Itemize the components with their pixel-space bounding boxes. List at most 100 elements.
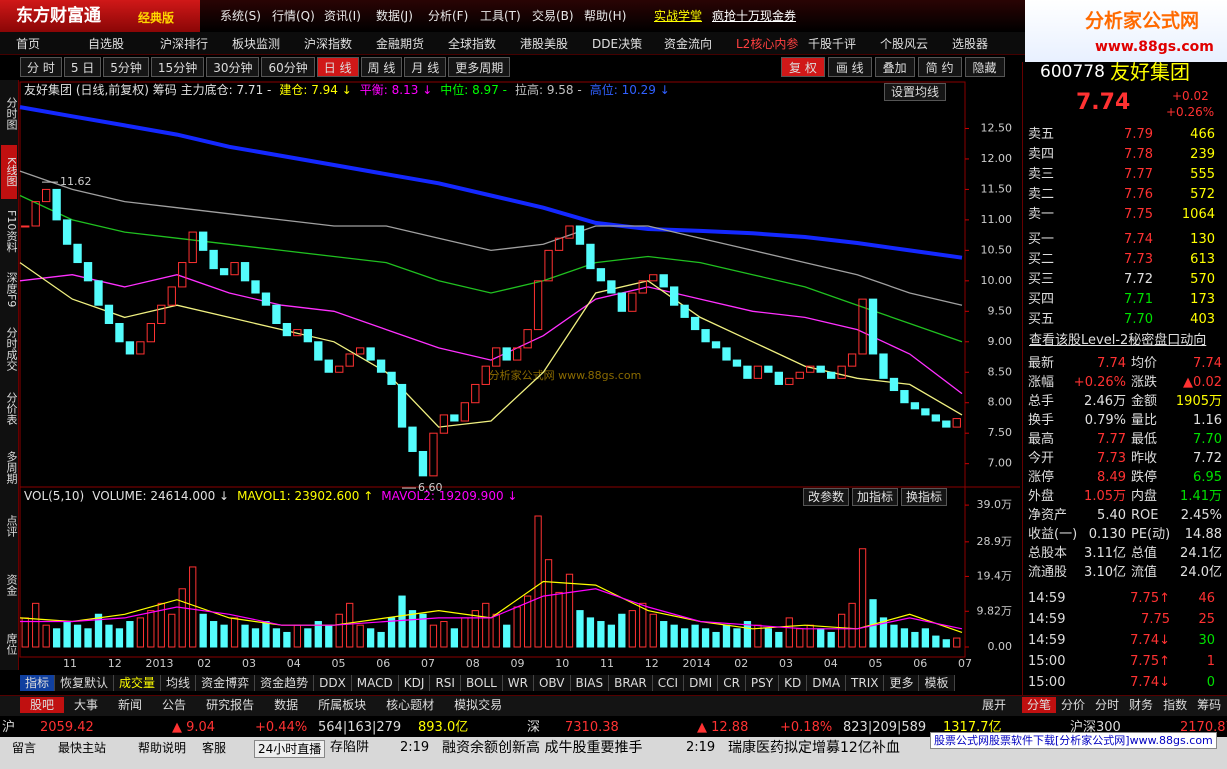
tool-button[interactable]: 复 权 xyxy=(781,57,825,77)
indicator-button[interactable]: 改参数 xyxy=(803,488,850,506)
nav-item[interactable]: 资金流向 xyxy=(664,37,713,51)
indicator-button[interactable]: 加指标 xyxy=(852,488,899,506)
period-button[interactable]: 30分钟 xyxy=(206,57,260,77)
indicator-tab[interactable]: TRIX xyxy=(846,675,885,691)
nav-item[interactable]: 千股千评 xyxy=(808,37,857,51)
tool-button[interactable]: 简 约 xyxy=(917,57,962,77)
promo-link[interactable]: 实战学堂 xyxy=(654,9,703,23)
nav-item[interactable]: 全球指数 xyxy=(448,37,497,51)
right-tab[interactable]: 分笔 xyxy=(1022,697,1057,713)
sidebar-tab[interactable]: 分价表 xyxy=(5,391,18,425)
menu-item[interactable]: 工具(T) xyxy=(480,9,521,23)
right-tab[interactable]: 财务 xyxy=(1129,698,1154,712)
indicator-tab[interactable]: RSI xyxy=(430,675,461,691)
indicator-tab[interactable]: 资金趋势 xyxy=(255,675,315,691)
menu-item[interactable]: 分析(F) xyxy=(428,9,469,23)
indicator-tab[interactable]: 指标 xyxy=(20,675,56,691)
period-button[interactable]: 60分钟 xyxy=(261,57,315,77)
news-item[interactable]: 融资余额创新高 成牛股重要推手 xyxy=(442,740,643,756)
sidebar-tab[interactable]: 分时成交 xyxy=(5,327,18,371)
period-button[interactable]: 周 线 xyxy=(360,57,403,77)
indicator-button[interactable]: 换指标 xyxy=(901,488,948,506)
indicator-tab[interactable]: 均线 xyxy=(161,675,197,691)
indicator-tab[interactable]: BIAS xyxy=(571,675,610,691)
expand-button[interactable]: 展开 xyxy=(982,698,1007,712)
indicator-tab[interactable]: BOLL xyxy=(461,675,503,691)
nav-item[interactable]: 沪深指数 xyxy=(304,37,353,51)
sidebar-tab[interactable]: 席位 xyxy=(5,633,18,655)
level2-link[interactable]: 查看该股Level-2秘密盘口动向 xyxy=(1029,333,1207,348)
bottom-tab[interactable]: 核心题材 xyxy=(386,698,435,712)
indicator-tab[interactable]: KDJ xyxy=(399,675,431,691)
sidebar-tab[interactable]: 点评 xyxy=(5,515,18,537)
sidebar-tab[interactable]: F10资料 xyxy=(5,209,18,253)
indicator-tab[interactable]: KD xyxy=(779,675,808,691)
nav-item[interactable]: 金融期货 xyxy=(376,37,425,51)
indicator-tab[interactable]: PSY xyxy=(746,675,780,691)
tool-button[interactable]: 叠加 xyxy=(874,57,915,77)
indicator-tab[interactable]: CCI xyxy=(653,675,685,691)
set-ma-button[interactable]: 设置均线 xyxy=(884,83,947,101)
status-link[interactable]: 留言 xyxy=(12,741,37,755)
menu-item[interactable]: 资讯(I) xyxy=(324,9,361,23)
indicator-tab[interactable]: CR xyxy=(718,675,746,691)
sidebar-tab[interactable]: 分时图 xyxy=(5,96,18,130)
right-tab[interactable]: 指数 xyxy=(1163,698,1188,712)
sidebar-tab[interactable]: K线图 xyxy=(1,145,18,199)
indicator-tab[interactable]: 恢复默认 xyxy=(55,675,115,691)
bottom-tab[interactable]: 股吧 xyxy=(20,697,65,713)
bottom-tab[interactable]: 新闻 xyxy=(118,698,143,712)
sidebar-tab[interactable]: 深度F9 xyxy=(5,272,18,308)
indicator-tab[interactable]: MACD xyxy=(352,675,399,691)
promo-link[interactable]: 疯抢十万现金券 xyxy=(712,9,797,23)
period-button[interactable]: 分 时 xyxy=(20,57,62,77)
nav-item[interactable]: 选股器 xyxy=(952,37,989,51)
sidebar-tab[interactable]: 多周期 xyxy=(5,450,18,484)
nav-item[interactable]: 首页 xyxy=(16,37,41,51)
period-button[interactable]: 更多周期 xyxy=(448,57,511,77)
menu-item[interactable]: 行情(Q) xyxy=(272,9,315,23)
nav-item[interactable]: 自选股 xyxy=(88,37,125,51)
nav-item[interactable]: 港股美股 xyxy=(520,37,569,51)
indicator-tab[interactable]: WR xyxy=(503,675,534,691)
indicator-tab[interactable]: DMI xyxy=(684,675,719,691)
bottom-tab[interactable]: 公告 xyxy=(162,698,187,712)
bottom-tab[interactable]: 研究报告 xyxy=(206,698,255,712)
right-tab[interactable]: 分时 xyxy=(1095,698,1120,712)
indicator-tab[interactable]: BRAR xyxy=(609,675,653,691)
menu-item[interactable]: 数据(J) xyxy=(376,9,413,23)
sidebar-tab[interactable]: 资金 xyxy=(5,574,18,596)
live-button[interactable]: 24小时直播 xyxy=(254,740,326,758)
indicator-tab[interactable]: 模板 xyxy=(919,675,955,691)
nav-item[interactable]: DDE决策 xyxy=(592,37,643,51)
right-tab[interactable]: 筹码 xyxy=(1197,698,1222,712)
bottom-tab[interactable]: 数据 xyxy=(274,698,299,712)
period-button[interactable]: 5 日 xyxy=(63,57,102,77)
status-link[interactable]: 帮助说明 xyxy=(138,741,187,755)
bottom-tab[interactable]: 模拟交易 xyxy=(454,698,503,712)
period-button[interactable]: 5分钟 xyxy=(103,57,149,77)
news-item[interactable]: 存陷阱 xyxy=(330,740,370,755)
indicator-tab[interactable]: OBV xyxy=(534,675,571,691)
menu-item[interactable]: 交易(B) xyxy=(532,9,574,23)
status-link[interactable]: 客服 xyxy=(202,741,227,755)
menu-item[interactable]: 系统(S) xyxy=(220,9,261,23)
period-button[interactable]: 15分钟 xyxy=(150,57,205,77)
tool-button[interactable]: 隐藏 xyxy=(964,57,1005,77)
news-item[interactable]: 瑞康医药拟定增募12亿补血 xyxy=(728,740,900,756)
nav-item[interactable]: 板块监测 xyxy=(232,37,281,51)
bottom-tab[interactable]: 大事 xyxy=(74,698,99,712)
indicator-tab[interactable]: DMA xyxy=(807,675,847,691)
indicator-tab[interactable]: 更多 xyxy=(884,675,920,691)
period-button[interactable]: 月 线 xyxy=(404,57,447,77)
period-button[interactable]: 日 线 xyxy=(316,57,359,77)
right-tab[interactable]: 分价 xyxy=(1061,698,1086,712)
status-link[interactable]: 最快主站 xyxy=(58,741,107,755)
bottom-tab[interactable]: 所属板块 xyxy=(318,698,367,712)
indicator-tab[interactable]: 资金博弈 xyxy=(196,675,256,691)
nav-item[interactable]: L2核心内参 xyxy=(736,37,799,51)
indicator-tab[interactable]: DDX xyxy=(314,675,352,691)
indicator-tab[interactable]: 成交量 xyxy=(114,675,162,691)
tool-button[interactable]: 画 线 xyxy=(827,57,872,77)
nav-item[interactable]: 个股风云 xyxy=(880,37,929,51)
